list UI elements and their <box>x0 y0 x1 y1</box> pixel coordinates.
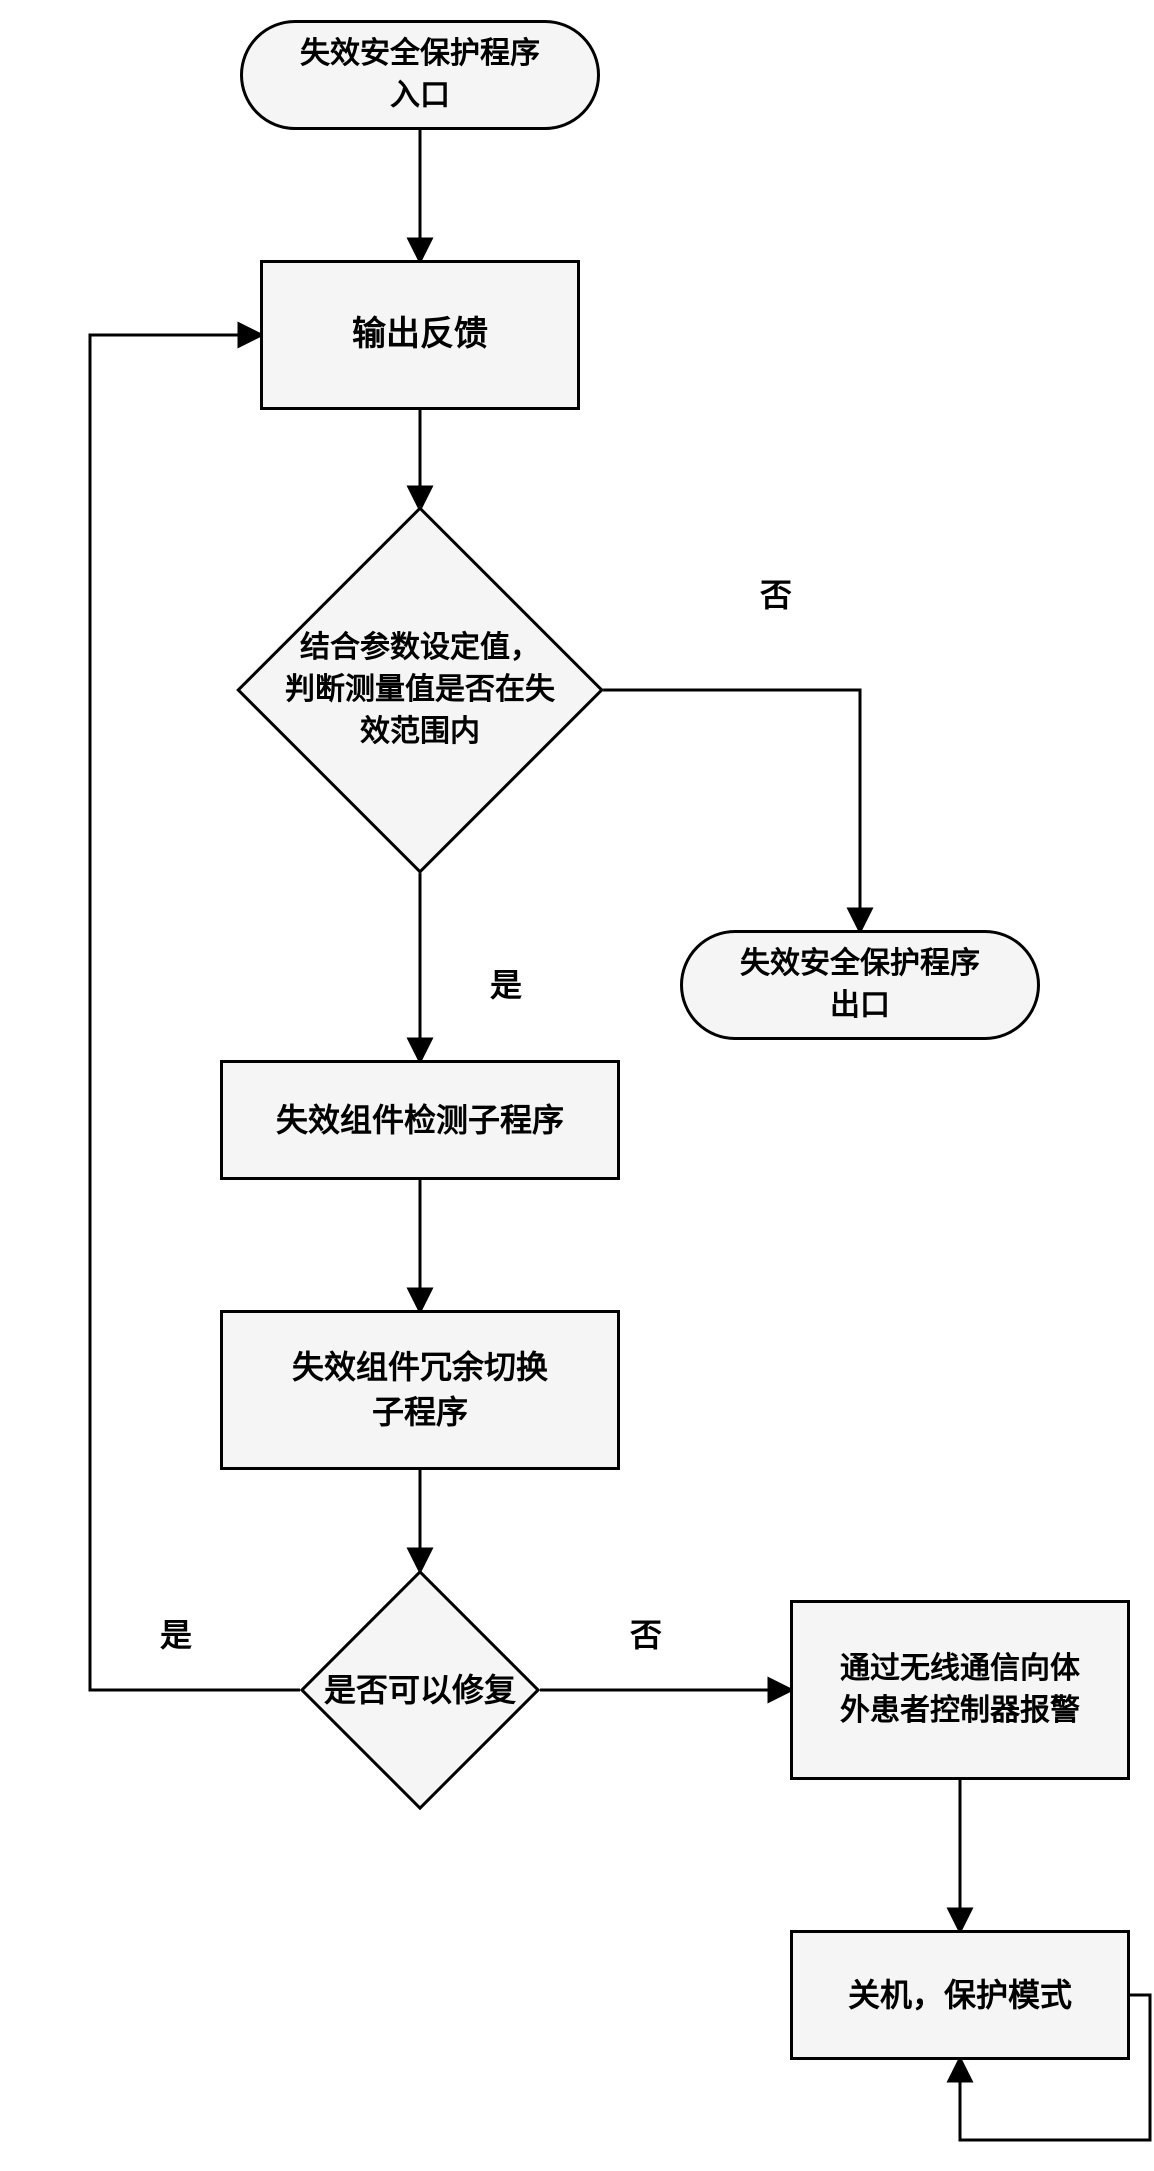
edge-e3 <box>602 690 860 930</box>
node-switch: 失效组件冗余切换子程序 <box>220 1310 620 1470</box>
node-detect: 失效组件检测子程序 <box>220 1060 620 1180</box>
node-exit: 失效安全保护程序出口 <box>680 930 1040 1040</box>
node-decision1: 结合参数设定值，判断测量值是否在失效范围内 <box>236 506 604 874</box>
node-decision2: 是否可以修复 <box>300 1570 540 1810</box>
edge-label-e7: 是 <box>160 1610 192 1656</box>
node-shutdown: 关机，保护模式 <box>790 1930 1130 2060</box>
node-label-decision1: 结合参数设定值，判断测量值是否在失效范围内 <box>265 627 575 753</box>
node-start: 失效安全保护程序入口 <box>240 20 600 130</box>
node-alarm: 通过无线通信向体外患者控制器报警 <box>790 1600 1130 1780</box>
node-feedback: 输出反馈 <box>260 260 580 410</box>
edge-label-e8: 否 <box>630 1610 662 1656</box>
edge-label-e4: 是 <box>490 960 522 1006</box>
edge-label-e3: 否 <box>760 570 792 616</box>
node-label-decision2: 是否可以修复 <box>305 1668 535 1713</box>
